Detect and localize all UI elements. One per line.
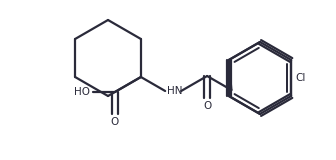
Text: Cl: Cl — [295, 73, 305, 83]
Text: O: O — [203, 101, 211, 111]
Text: HO: HO — [74, 87, 90, 97]
Text: O: O — [111, 117, 119, 127]
Text: HN: HN — [167, 86, 183, 96]
